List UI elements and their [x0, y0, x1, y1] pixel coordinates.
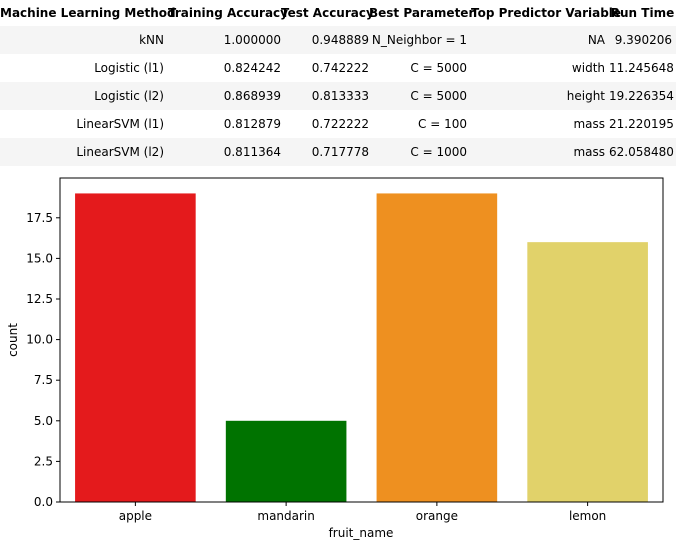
y-tick-label: 17.5 [26, 211, 53, 225]
x-axis-label: fruit_name [329, 526, 394, 540]
bar-orange [376, 193, 498, 502]
bar-lemon [527, 242, 648, 502]
bar-apple [75, 193, 196, 502]
table-row: Logistic (l1) 0.824242 0.742222 C = 5000… [0, 54, 676, 82]
results-table: Machine Learning Method Training Accurac… [0, 0, 676, 166]
header-best-parameter: Best Parameter [369, 6, 475, 20]
cell-best-parameter: C = 1000 [369, 138, 471, 166]
table-header-row: Machine Learning Method Training Accurac… [0, 0, 676, 26]
table-row: kNN 1.000000 0.948889 N_Neighbor = 1 NA … [0, 26, 676, 54]
y-tick-label: 5.0 [34, 414, 53, 428]
header-training-accuracy: Training Accuracy [168, 6, 288, 20]
cell-method: Logistic (l1) [0, 54, 168, 82]
table-row: LinearSVM (l2) 0.811364 0.717778 C = 100… [0, 138, 676, 166]
cell-run-time: 9.390206 [609, 26, 676, 54]
header-method: Machine Learning Method [0, 6, 176, 20]
cell-test-accuracy: 0.813333 [281, 82, 369, 110]
cell-run-time: 19.226354 [609, 82, 676, 110]
y-axis-label: count [6, 323, 20, 357]
y-tick-label: 15.0 [26, 251, 53, 265]
table-row: Logistic (l2) 0.868939 0.813333 C = 5000… [0, 82, 676, 110]
cell-best-parameter: C = 5000 [369, 54, 471, 82]
cell-run-time: 21.220195 [609, 110, 676, 138]
cell-top-predictor: mass [471, 138, 609, 166]
y-tick-label: 10.0 [26, 333, 53, 347]
cell-top-predictor: height [471, 82, 609, 110]
cell-top-predictor: NA [471, 26, 609, 54]
cell-training-accuracy: 1.000000 [168, 26, 281, 54]
cell-top-predictor: width [471, 54, 609, 82]
header-test-accuracy: Test Accuracy [281, 6, 374, 20]
y-tick-label: 7.5 [34, 373, 53, 387]
y-tick-label: 2.5 [34, 454, 53, 468]
cell-training-accuracy: 0.812879 [168, 110, 281, 138]
y-ticks-group: 0.0 2.5 5.0 7.5 10.0 12.5 15.0 17.5 [26, 211, 60, 509]
bar-mandarin [225, 420, 347, 502]
y-tick-label: 0.0 [34, 495, 53, 509]
fruit-count-bar-chart: 0.0 2.5 5.0 7.5 10.0 12.5 15.0 17.5 apple mandar… [6, 177, 664, 540]
x-tick-label: mandarin [257, 509, 315, 523]
cell-method: Logistic (l2) [0, 82, 168, 110]
cell-training-accuracy: 0.868939 [168, 82, 281, 110]
cell-best-parameter: C = 5000 [369, 82, 471, 110]
cell-test-accuracy: 0.742222 [281, 54, 369, 82]
cell-run-time: 62.058480 [609, 138, 676, 166]
x-tick-label: apple [119, 509, 152, 523]
cell-test-accuracy: 0.717778 [281, 138, 369, 166]
x-tick-label: orange [416, 509, 458, 523]
cell-test-accuracy: 0.948889 [281, 26, 369, 54]
table-row: LinearSVM (l1) 0.812879 0.722222 C = 100… [0, 110, 676, 138]
cell-training-accuracy: 0.824242 [168, 54, 281, 82]
x-ticks-group: apple mandarin orange lemon [119, 502, 606, 523]
cell-method: kNN [0, 26, 168, 54]
cell-test-accuracy: 0.722222 [281, 110, 369, 138]
bars-group [75, 193, 648, 502]
x-tick-label: lemon [569, 509, 606, 523]
cell-best-parameter: C = 100 [369, 110, 471, 138]
cell-training-accuracy: 0.811364 [168, 138, 281, 166]
cell-best-parameter: N_Neighbor = 1 [369, 26, 471, 54]
cell-run-time: 11.245648 [609, 54, 676, 82]
y-tick-label: 12.5 [26, 292, 53, 306]
header-top-predictor: Top Predictor Variable [471, 6, 622, 20]
cell-method: LinearSVM (l2) [0, 138, 168, 166]
header-run-time: Run Time [610, 6, 675, 20]
cell-method: LinearSVM (l1) [0, 110, 168, 138]
cell-top-predictor: mass [471, 110, 609, 138]
